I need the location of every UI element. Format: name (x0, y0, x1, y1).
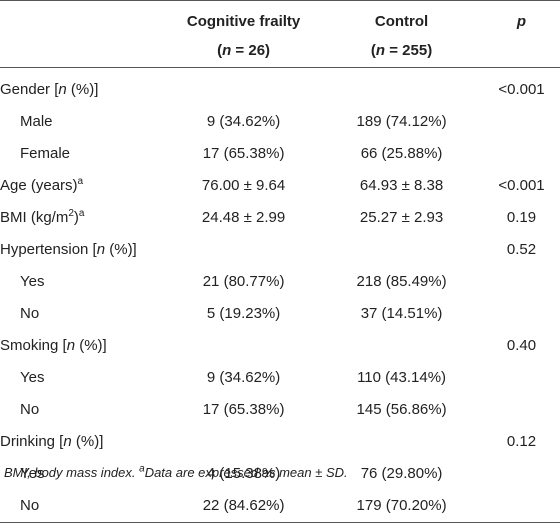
row-label: Yes (20, 273, 45, 290)
cell-p: 0.52 (506, 241, 537, 258)
cell-ctl (320, 426, 483, 458)
cell-ctl: 76 (29.80%) (360, 465, 443, 482)
cell-cf (167, 330, 320, 362)
header-row-1: Cognitive frailty Control p (0, 0, 560, 39)
cell-p (483, 106, 560, 138)
cell-ctl: 218 (85.49%) (356, 273, 447, 290)
cell-cf (167, 426, 320, 458)
cell-ctl: 110 (43.14%) (357, 369, 447, 386)
row-label-drinking: Drinking [n (%)] (0, 433, 104, 450)
cell-cf: 9 (34.62%) (206, 113, 281, 130)
row-label-hypertension: Hypertension [n (%)] (0, 241, 137, 258)
table-row: Male 9 (34.62%) 189 (74.12%) (0, 106, 560, 138)
cell-cf: 21 (80.77%) (202, 273, 285, 290)
header-cognitive-frailty-n: (n = 26) (167, 39, 321, 68)
table-row: Drinking [n (%)] 0.12 (0, 426, 560, 458)
row-label: Male (20, 113, 53, 130)
cell-p: 0.12 (506, 433, 537, 450)
cell-p: 0.40 (506, 337, 537, 354)
table-row: No 17 (65.38%) 145 (56.86%) (0, 394, 560, 426)
row-label-smoking: Smoking [n (%)] (0, 337, 107, 354)
cell-p (483, 266, 560, 298)
cell-ctl: 37 (14.51%) (360, 305, 443, 322)
cell-ctl: 64.93 ± 8.38 (359, 177, 444, 194)
cell-ctl: 25.27 ± 2.93 (359, 209, 444, 226)
table-footnote: BMI, body mass index. aData are expresse… (4, 463, 348, 480)
cell-ctl: 189 (74.12%) (356, 113, 447, 130)
cell-cf: 17 (65.38%) (202, 145, 285, 162)
row-label-bmi: BMI (kg/m2)a (0, 208, 85, 227)
row-label: No (20, 401, 40, 418)
table-row: Yes 21 (80.77%) 218 (85.49%) (0, 266, 560, 298)
header-cognitive-frailty: Cognitive frailty (167, 0, 321, 39)
cell-cf: 76.00 ± 9.64 (201, 177, 286, 194)
cell-p (483, 362, 560, 394)
row-label-gender: Gender [n (%)] (0, 81, 99, 98)
cell-cf: 22 (84.62%) (167, 490, 321, 523)
cell-cf: 9 (34.62%) (206, 369, 281, 386)
cell-cf: 24.48 ± 2.99 (201, 209, 286, 226)
cell-ctl: 179 (70.20%) (320, 490, 483, 523)
cell-ctl (320, 68, 483, 107)
row-label: No (20, 305, 40, 322)
cell-p (483, 138, 560, 170)
row-label: No (0, 490, 168, 523)
header-p: p (482, 0, 560, 39)
header-control-n: (n = 255) (320, 39, 483, 68)
table-row: No 5 (19.23%) 37 (14.51%) (0, 298, 560, 330)
table-row: Gender [n (%)] <0.001 (0, 68, 560, 107)
table-row: BMI (kg/m2)a 24.48 ± 2.99 25.27 ± 2.93 0… (0, 202, 560, 234)
cell-ctl: 145 (56.86%) (356, 401, 447, 418)
cell-cf: 4 (15.38%) (206, 465, 281, 482)
cell-p: 0.19 (506, 209, 537, 226)
cell-p: <0.001 (498, 177, 545, 194)
header-p-empty (482, 39, 560, 68)
cell-p (483, 394, 560, 426)
cell-p (483, 298, 560, 330)
cell-p: <0.001 (498, 81, 545, 98)
table-row: Female 17 (65.38%) 66 (25.88%) (0, 138, 560, 170)
cell-ctl (320, 234, 483, 266)
row-label-age: Age (years)a (0, 176, 84, 195)
row-label: Yes (20, 369, 45, 386)
table-row: Age (years)a 76.00 ± 9.64 64.93 ± 8.38 <… (0, 170, 560, 202)
table-row: No 22 (84.62%) 179 (70.20%) (0, 490, 560, 523)
table-body: Gender [n (%)] <0.001 Male 9 (34.62%) 18… (0, 68, 560, 523)
header-control: Control (320, 0, 483, 39)
table-row: Yes 4 (15.38%) 76 (29.80%) (0, 458, 560, 490)
header-empty (0, 0, 168, 39)
row-label: Female (20, 145, 71, 162)
cell-cf: 5 (19.23%) (206, 305, 281, 322)
table-row: Hypertension [n (%)] 0.52 (0, 234, 560, 266)
cell-ctl: 66 (25.88%) (360, 145, 443, 162)
table-row: Yes 9 (34.62%) 110 (43.14%) (0, 362, 560, 394)
cell-cf (167, 234, 320, 266)
cell-p (483, 458, 560, 490)
header-empty-2 (0, 39, 168, 68)
table-row: Smoking [n (%)] 0.40 (0, 330, 560, 362)
cell-p (482, 490, 560, 523)
cell-cf: 17 (65.38%) (202, 401, 285, 418)
cell-cf (167, 68, 320, 107)
cell-ctl (320, 330, 483, 362)
row-label: Yes (20, 465, 45, 482)
header-row-2: (n = 26) (n = 255) (0, 39, 560, 68)
